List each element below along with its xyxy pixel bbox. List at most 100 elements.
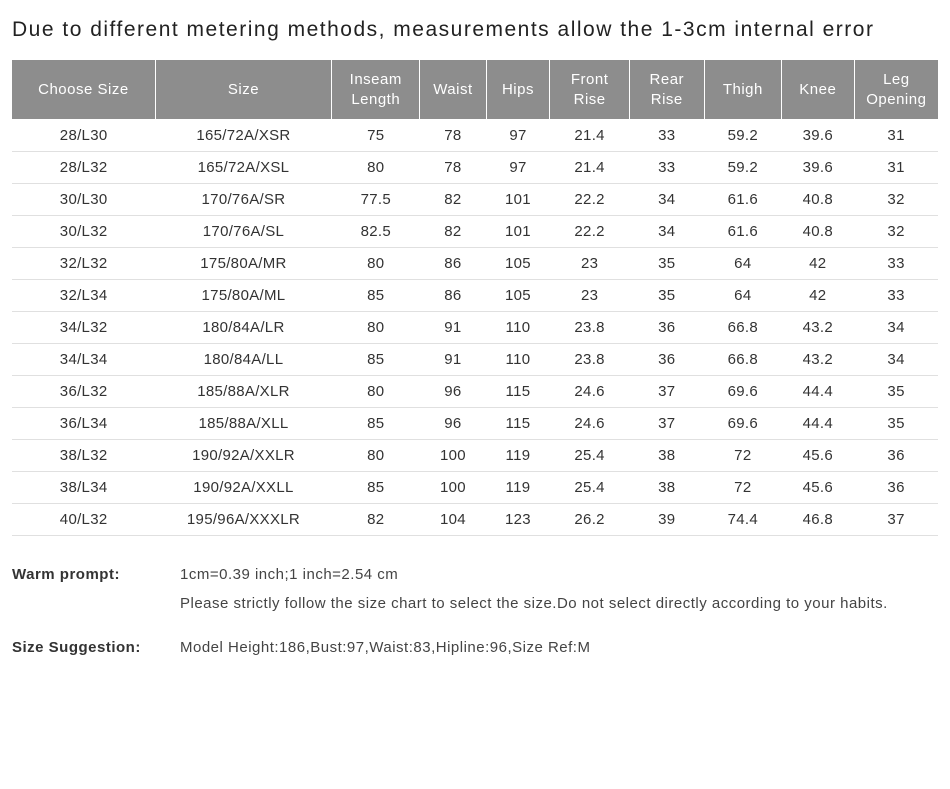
table-cell: 66.8: [704, 344, 781, 376]
table-cell: 31: [854, 152, 938, 184]
table-cell: 101: [486, 184, 550, 216]
table-cell: 36: [629, 312, 704, 344]
size-suggestion-label: Size Suggestion:: [12, 637, 180, 660]
table-cell: 170/76A/SR: [155, 184, 331, 216]
table-cell: 72: [704, 440, 781, 472]
column-header: Knee: [781, 60, 854, 120]
table-cell: 97: [486, 120, 550, 152]
table-cell: 180/84A/LR: [155, 312, 331, 344]
table-cell: 43.2: [781, 344, 854, 376]
table-cell: 80: [332, 248, 420, 280]
table-cell: 59.2: [704, 120, 781, 152]
table-cell: 61.6: [704, 216, 781, 248]
table-cell: 34/L34: [12, 344, 155, 376]
table-cell: 190/92A/XXLL: [155, 472, 331, 504]
table-cell: 96: [420, 376, 486, 408]
table-cell: 175/80A/ML: [155, 280, 331, 312]
table-cell: 40/L32: [12, 504, 155, 536]
table-cell: 123: [486, 504, 550, 536]
table-cell: 43.2: [781, 312, 854, 344]
table-cell: 21.4: [550, 152, 629, 184]
table-cell: 96: [420, 408, 486, 440]
table-cell: 32/L34: [12, 280, 155, 312]
table-cell: 78: [420, 152, 486, 184]
table-cell: 74.4: [704, 504, 781, 536]
table-cell: 34: [854, 344, 938, 376]
size-chart-table: Choose SizeSizeInseamLengthWaistHipsFron…: [12, 60, 938, 536]
table-cell: 80: [332, 440, 420, 472]
table-cell: 36: [854, 472, 938, 504]
table-cell: 25.4: [550, 440, 629, 472]
table-cell: 24.6: [550, 376, 629, 408]
table-row: 28/L32165/72A/XSL80789721.43359.239.631: [12, 152, 938, 184]
table-cell: 101: [486, 216, 550, 248]
warm-prompt-line2: Please strictly follow the size chart to…: [180, 593, 938, 616]
table-cell: 37: [629, 408, 704, 440]
table-cell: 86: [420, 248, 486, 280]
table-row: 30/L32170/76A/SL82.58210122.23461.640.83…: [12, 216, 938, 248]
table-cell: 85: [332, 408, 420, 440]
table-cell: 110: [486, 344, 550, 376]
table-cell: 31: [854, 120, 938, 152]
table-cell: 32: [854, 184, 938, 216]
table-cell: 39.6: [781, 152, 854, 184]
table-cell: 61.6: [704, 184, 781, 216]
table-cell: 21.4: [550, 120, 629, 152]
table-cell: 23.8: [550, 344, 629, 376]
table-cell: 30/L30: [12, 184, 155, 216]
table-row: 30/L30170/76A/SR77.58210122.23461.640.83…: [12, 184, 938, 216]
table-cell: 38/L34: [12, 472, 155, 504]
table-cell: 38: [629, 472, 704, 504]
table-cell: 26.2: [550, 504, 629, 536]
table-cell: 115: [486, 408, 550, 440]
table-cell: 82: [420, 184, 486, 216]
table-cell: 34: [629, 216, 704, 248]
table-cell: 80: [332, 312, 420, 344]
table-cell: 105: [486, 280, 550, 312]
table-row: 32/L34175/80A/ML85861052335644233: [12, 280, 938, 312]
table-cell: 36: [854, 440, 938, 472]
footer-block: Warm prompt: 1cm=0.39 inch;1 inch=2.54 c…: [12, 564, 938, 660]
table-cell: 64: [704, 248, 781, 280]
column-header: FrontRise: [550, 60, 629, 120]
table-cell: 66.8: [704, 312, 781, 344]
table-cell: 104: [420, 504, 486, 536]
column-header: LegOpening: [854, 60, 938, 120]
table-cell: 100: [420, 440, 486, 472]
table-cell: 77.5: [332, 184, 420, 216]
size-suggestion-text: Model Height:186,Bust:97,Waist:83,Hiplin…: [180, 637, 938, 660]
table-row: 36/L34185/88A/XLL859611524.63769.644.435: [12, 408, 938, 440]
table-cell: 82: [420, 216, 486, 248]
table-cell: 34: [629, 184, 704, 216]
table-cell: 40.8: [781, 216, 854, 248]
table-cell: 46.8: [781, 504, 854, 536]
table-cell: 165/72A/XSL: [155, 152, 331, 184]
table-row: 36/L32185/88A/XLR809611524.63769.644.435: [12, 376, 938, 408]
table-cell: 42: [781, 280, 854, 312]
table-row: 34/L34180/84A/LL859111023.83666.843.234: [12, 344, 938, 376]
table-cell: 180/84A/LL: [155, 344, 331, 376]
table-cell: 30/L32: [12, 216, 155, 248]
table-cell: 78: [420, 120, 486, 152]
table-cell: 170/76A/SL: [155, 216, 331, 248]
table-cell: 33: [854, 280, 938, 312]
table-cell: 110: [486, 312, 550, 344]
table-cell: 32: [854, 216, 938, 248]
table-cell: 33: [629, 120, 704, 152]
table-row: 32/L32175/80A/MR80861052335644233: [12, 248, 938, 280]
table-cell: 24.6: [550, 408, 629, 440]
column-header: Choose Size: [12, 60, 155, 120]
table-row: 38/L34190/92A/XXLL8510011925.4387245.636: [12, 472, 938, 504]
table-row: 28/L30165/72A/XSR75789721.43359.239.631: [12, 120, 938, 152]
table-cell: 45.6: [781, 472, 854, 504]
table-cell: 185/88A/XLR: [155, 376, 331, 408]
table-cell: 64: [704, 280, 781, 312]
table-cell: 22.2: [550, 184, 629, 216]
table-cell: 37: [854, 504, 938, 536]
column-header: Thigh: [704, 60, 781, 120]
table-cell: 42: [781, 248, 854, 280]
table-cell: 175/80A/MR: [155, 248, 331, 280]
table-cell: 82: [332, 504, 420, 536]
table-cell: 195/96A/XXXLR: [155, 504, 331, 536]
table-cell: 28/L32: [12, 152, 155, 184]
